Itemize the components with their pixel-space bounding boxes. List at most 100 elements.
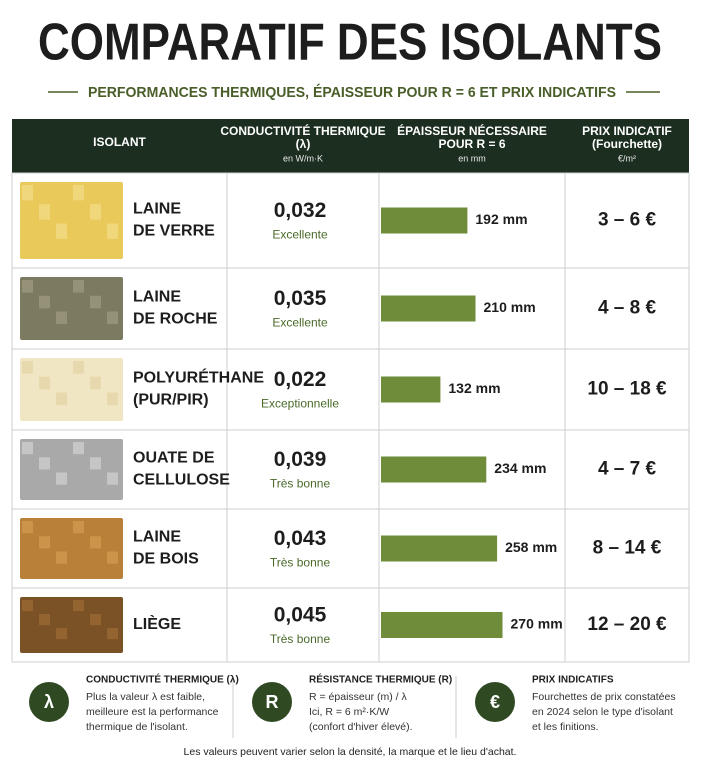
- legend-icon-text: €: [490, 692, 500, 712]
- material-name: (PUR/PIR): [133, 392, 209, 409]
- thickness-bar: [381, 207, 468, 234]
- material-texture: [56, 223, 67, 239]
- subtitle: PERFORMANCES THERMIQUES, ÉPAISSEUR POUR …: [88, 84, 616, 101]
- material-texture: [107, 551, 118, 564]
- material-name: LIÈGE: [133, 614, 181, 633]
- legend-icon: [475, 682, 515, 722]
- legend-text: (confort d'hiver élevé).: [309, 721, 413, 733]
- legend-text: en 2024 selon le type d'isolant: [532, 706, 673, 718]
- column-title: ÉPAISSEUR NÉCESSAIRE: [397, 123, 547, 138]
- material-texture: [90, 614, 101, 626]
- material-texture: [73, 521, 84, 534]
- table-header: [12, 119, 689, 173]
- material-image: [20, 597, 123, 653]
- material-texture: [39, 536, 50, 549]
- material-name: LAINE: [133, 529, 181, 546]
- material-texture: [73, 280, 84, 293]
- material-texture: [56, 392, 67, 406]
- thickness-bar: [381, 376, 441, 403]
- material-texture: [90, 536, 101, 549]
- material-image: [20, 518, 123, 579]
- material-texture: [22, 442, 33, 455]
- legend-icon: [252, 682, 292, 722]
- rating: Excellente: [272, 228, 328, 242]
- material-texture: [73, 600, 84, 612]
- legend-title: RÉSISTANCE THERMIQUE (R): [309, 673, 452, 686]
- material-texture: [73, 361, 84, 374]
- rating: Très bonne: [270, 556, 331, 570]
- thickness-bar: [381, 535, 498, 562]
- column-title: CONDUCTIVITÉ THERMIQUE: [220, 123, 385, 138]
- legend-text: R = épaisseur (m) / λ: [309, 691, 407, 703]
- price: 4 – 8 €: [598, 298, 657, 319]
- conductivity: 0,032: [274, 199, 327, 222]
- legend-text: meilleure est la performance: [86, 706, 219, 718]
- material-texture: [56, 551, 67, 564]
- material-texture: [39, 376, 50, 390]
- material-texture: [107, 392, 118, 406]
- material-texture: [22, 521, 33, 534]
- column-title: ISOLANT: [93, 135, 146, 149]
- material-texture: [39, 295, 50, 309]
- column-unit: en mm: [458, 153, 486, 163]
- rating: Très bonne: [270, 477, 331, 491]
- material-texture: [107, 223, 118, 239]
- material-texture: [90, 457, 101, 470]
- price: 10 – 18 €: [587, 379, 667, 400]
- material-texture: [73, 442, 84, 455]
- table-body: [11, 172, 690, 663]
- material-image: [20, 277, 123, 340]
- material-name: CELLULOSE: [133, 472, 230, 489]
- column-unit: €/m²: [618, 153, 636, 163]
- conductivity: 0,035: [274, 287, 327, 310]
- thickness-bar: [381, 456, 487, 483]
- material-texture: [56, 472, 67, 485]
- legend-icon-text: R: [266, 692, 279, 712]
- legend-title: CONDUCTIVITÉ THERMIQUE (λ): [86, 673, 239, 686]
- material-texture: [56, 311, 67, 325]
- material-texture: [39, 457, 50, 470]
- material-name: DE BOIS: [133, 551, 199, 568]
- legend-text: et les finitions.: [532, 721, 599, 733]
- column-title: POUR R = 6: [438, 137, 505, 151]
- thickness-label: 258 mm: [505, 539, 557, 555]
- conductivity: 0,039: [274, 448, 327, 471]
- material-image: [20, 439, 123, 500]
- material-image: [20, 182, 123, 259]
- material-texture: [107, 472, 118, 485]
- material-texture: [22, 185, 33, 201]
- material-texture: [39, 614, 50, 626]
- legend-text: Fourchettes de prix constatées: [532, 691, 676, 703]
- legend-text: thermique de l'isolant.: [86, 721, 188, 733]
- price: 3 – 6 €: [598, 210, 657, 231]
- thickness-label: 192 mm: [475, 211, 527, 227]
- material-image: [20, 358, 123, 421]
- material-texture: [90, 204, 101, 220]
- column-title: (λ): [296, 137, 311, 151]
- price: 4 – 7 €: [598, 459, 657, 480]
- material-texture: [22, 280, 33, 293]
- thickness-label: 270 mm: [511, 616, 563, 632]
- thickness-label: 210 mm: [484, 299, 536, 315]
- conductivity: 0,043: [274, 527, 327, 550]
- column-title: PRIX INDICATIF: [582, 124, 672, 138]
- legend-text: Ici, R = 6 m²·K/W: [309, 706, 389, 718]
- material-name: OUATE DE: [133, 450, 215, 467]
- column-title: (Fourchette): [592, 137, 662, 151]
- material-name: LAINE: [133, 201, 181, 218]
- material-texture: [56, 628, 67, 640]
- material-name: POLYURÉTHANE: [133, 368, 264, 387]
- material-texture: [73, 185, 84, 201]
- material-name: DE ROCHE: [133, 311, 218, 328]
- title: COMPARATIF DES ISOLANTS: [38, 14, 662, 72]
- material-texture: [39, 204, 50, 220]
- column-unit: en W/m·K: [283, 153, 323, 163]
- material-name: LAINE: [133, 289, 181, 306]
- legend-icon: [29, 682, 69, 722]
- conductivity: 0,045: [274, 604, 327, 627]
- material-texture: [22, 600, 33, 612]
- material-texture: [22, 361, 33, 374]
- thickness-bar: [381, 612, 503, 638]
- rating: Exceptionnelle: [261, 397, 339, 411]
